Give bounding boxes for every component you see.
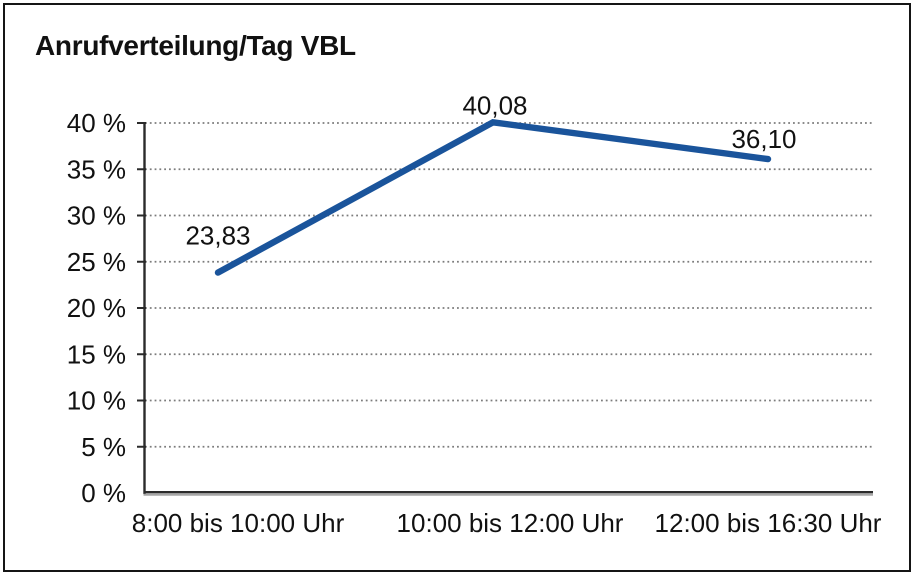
data-series-line [214, 118, 772, 276]
data-point-label: 36,10 [731, 124, 796, 154]
y-axis-tick-label: 5 % [81, 432, 126, 462]
y-axis-tick-label: 15 % [67, 339, 126, 369]
y-axis-tick-label: 30 % [67, 201, 126, 231]
y-axis-tick-label: 10 % [67, 386, 126, 416]
chart-title: Anrufverteilung/Tag VBL [35, 30, 356, 61]
y-axis-tick-label: 40 % [67, 108, 126, 138]
y-axis-tick-label: 25 % [67, 247, 126, 277]
y-axis-tick-label: 35 % [67, 154, 126, 184]
y-axis-tick-label: 20 % [67, 293, 126, 323]
y-axis-tick-label: 0 % [81, 478, 126, 508]
data-point-label: 40,08 [462, 90, 527, 120]
x-axis-category-label: 8:00 bis 10:00 Uhr [132, 508, 345, 538]
data-point-label: 23,83 [185, 221, 250, 251]
x-axis-category-label: 10:00 bis 12:00 Uhr [397, 508, 624, 538]
x-axis-category-label: 12:00 bis 16:30 Uhr [655, 508, 882, 538]
chart-outer-border [3, 3, 911, 572]
